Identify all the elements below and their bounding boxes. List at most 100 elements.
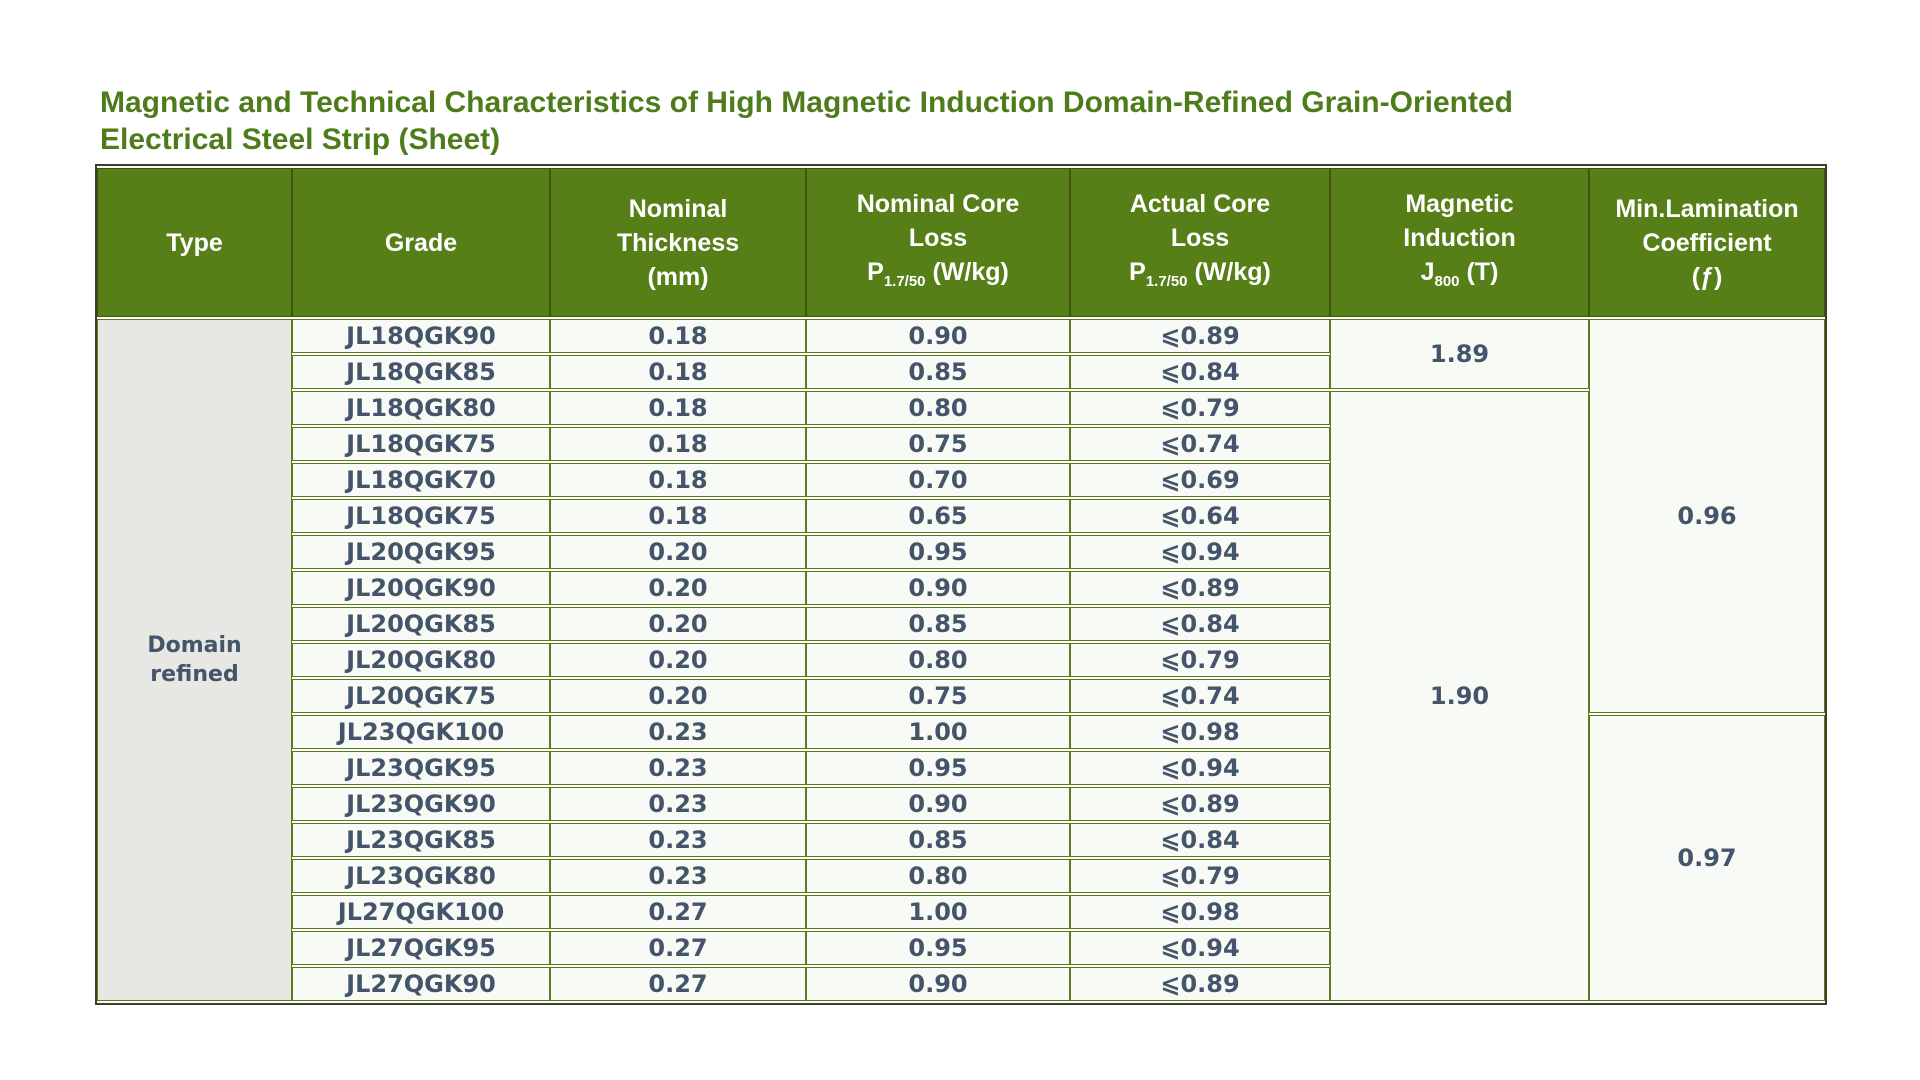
magnetic-induction-cell: 1.90: [1330, 391, 1589, 1001]
table-row: JL20QGK95 0.20 0.95 ⩽0.94: [97, 535, 1825, 569]
grade-cell: JL27QGK95: [292, 931, 550, 965]
page-title-line2: Electrical Steel Strip (Sheet): [100, 123, 501, 156]
actual-core-loss-cell: ⩽0.94: [1070, 931, 1330, 965]
nominal-core-loss-cell: 0.75: [806, 679, 1070, 713]
nominal-core-loss-cell: 0.70: [806, 463, 1070, 497]
magnetic-induction-cell: 1.89: [1330, 319, 1589, 389]
actual-core-loss-cell: ⩽0.79: [1070, 859, 1330, 893]
nominal-core-loss-cell: 0.85: [806, 355, 1070, 389]
grade-cell: JL23QGK90: [292, 787, 550, 821]
nominal-core-loss-cell: 0.90: [806, 319, 1070, 353]
thickness-cell: 0.18: [550, 319, 806, 353]
nominal-core-loss-cell: 0.85: [806, 607, 1070, 641]
subscript: 800: [1434, 272, 1460, 290]
type-cell: Domain refined: [97, 319, 292, 1001]
grade-cell: JL20QGK95: [292, 535, 550, 569]
actual-core-loss-cell: ⩽0.84: [1070, 355, 1330, 389]
thickness-cell: 0.23: [550, 823, 806, 857]
grade-cell: JL23QGK100: [292, 715, 550, 749]
nominal-core-loss-cell: 0.65: [806, 499, 1070, 533]
table-row: JL27QGK90 0.27 0.90 ⩽0.89: [97, 967, 1825, 1001]
thickness-cell: 0.23: [550, 751, 806, 785]
table-header: Type Grade Nominal Thickness (mm) Nomina…: [97, 168, 1825, 317]
header-row: Type Grade Nominal Thickness (mm) Nomina…: [97, 168, 1825, 317]
nominal-core-loss-cell: 0.95: [806, 751, 1070, 785]
col-header-grade: Grade: [292, 168, 550, 317]
nominal-core-loss-cell: 0.80: [806, 643, 1070, 677]
thickness-cell: 0.20: [550, 535, 806, 569]
actual-core-loss-cell: ⩽0.94: [1070, 535, 1330, 569]
thickness-cell: 0.20: [550, 643, 806, 677]
actual-core-loss-cell: ⩽0.94: [1070, 751, 1330, 785]
thickness-cell: 0.18: [550, 463, 806, 497]
grade-cell: JL20QGK90: [292, 571, 550, 605]
steel-characteristics-table: Type Grade Nominal Thickness (mm) Nomina…: [95, 164, 1827, 1005]
nominal-core-loss-cell: 0.90: [806, 787, 1070, 821]
actual-core-loss-cell: ⩽0.89: [1070, 319, 1330, 353]
col-header-actual-core-loss: Actual Core Loss P1.7/50 (W/kg): [1070, 168, 1330, 317]
table-row: JL23QGK100 0.23 1.00 ⩽0.98 0.97: [97, 715, 1825, 1001]
thickness-cell: 0.27: [550, 931, 806, 965]
thickness-cell: 0.20: [550, 679, 806, 713]
table-row: JL20QGK75 0.20 0.75 ⩽0.74: [97, 679, 1825, 713]
grade-cell: JL18QGK80: [292, 391, 550, 425]
actual-core-loss-cell: ⩽0.89: [1070, 571, 1330, 605]
type-cell-line: Domain: [147, 633, 242, 658]
thickness-cell: 0.23: [550, 787, 806, 821]
grade-cell: JL23QGK85: [292, 823, 550, 857]
actual-core-loss-cell: ⩽0.84: [1070, 823, 1330, 857]
col-header-type: Type: [97, 168, 292, 317]
actual-core-loss-cell: ⩽0.74: [1070, 427, 1330, 461]
thickness-cell: 0.23: [550, 859, 806, 893]
nominal-core-loss-cell: 0.75: [806, 427, 1070, 461]
table-row: JL23QGK95 0.23 0.95 ⩽0.94: [97, 751, 1825, 785]
col-header-lamination-coefficient: Min.Lamination Coefficient (ƒ): [1589, 168, 1825, 317]
grade-cell: JL20QGK75: [292, 679, 550, 713]
table-row: JL23QGK80 0.23 0.80 ⩽0.79: [97, 859, 1825, 893]
actual-core-loss-cell: ⩽0.74: [1070, 679, 1330, 713]
nominal-core-loss-cell: 1.00: [806, 715, 1070, 749]
nominal-core-loss-cell: 0.90: [806, 571, 1070, 605]
page-title: Magnetic and Technical Characteristics o…: [100, 84, 1860, 158]
actual-core-loss-cell: ⩽0.89: [1070, 787, 1330, 821]
grade-cell: JL27QGK90: [292, 967, 550, 1001]
grade-cell: JL23QGK95: [292, 751, 550, 785]
actual-core-loss-cell: ⩽0.98: [1070, 895, 1330, 929]
table-row: JL23QGK85 0.23 0.85 ⩽0.84: [97, 823, 1825, 857]
table-row: JL18QGK75 0.18 0.65 ⩽0.64: [97, 499, 1825, 533]
col-header-nominal-thickness: Nominal Thickness (mm): [550, 168, 806, 317]
subscript: 1.7/50: [1145, 272, 1188, 290]
nominal-core-loss-cell: 0.95: [806, 931, 1070, 965]
table-row: JL27QGK100 0.27 1.00 ⩽0.98: [97, 895, 1825, 929]
table-row: JL18QGK85 0.18 0.85 ⩽0.84: [97, 355, 1825, 389]
thickness-cell: 0.27: [550, 967, 806, 1001]
nominal-core-loss-cell: 0.95: [806, 535, 1070, 569]
table-row: JL18QGK75 0.18 0.75 ⩽0.74: [97, 427, 1825, 461]
actual-core-loss-cell: ⩽0.69: [1070, 463, 1330, 497]
actual-core-loss-cell: ⩽0.84: [1070, 607, 1330, 641]
nominal-core-loss-cell: 0.85: [806, 823, 1070, 857]
thickness-cell: 0.23: [550, 715, 806, 749]
nominal-core-loss-cell: 0.90: [806, 967, 1070, 1001]
page-title-line1: Magnetic and Technical Characteristics o…: [100, 86, 1513, 119]
type-cell-line: refined: [150, 662, 239, 687]
subscript: 1.7/50: [883, 272, 926, 290]
col-header-magnetic-induction: Magnetic Induction J800 (T): [1330, 168, 1589, 317]
grade-cell: JL18QGK75: [292, 499, 550, 533]
grade-cell: JL18QGK75: [292, 427, 550, 461]
lamination-coefficient-cell: 0.97: [1589, 715, 1825, 1001]
col-header-nominal-core-loss: Nominal Core Loss P1.7/50 (W/kg): [806, 168, 1070, 317]
thickness-cell: 0.18: [550, 355, 806, 389]
grade-cell: JL18QGK70: [292, 463, 550, 497]
actual-core-loss-cell: ⩽0.79: [1070, 391, 1330, 425]
actual-core-loss-cell: ⩽0.89: [1070, 967, 1330, 1001]
table-body: Domain refined JL18QGK90 0.18 0.90 ⩽0.89 1.89 0…: [97, 319, 1825, 1001]
nominal-core-loss-cell: 0.80: [806, 391, 1070, 425]
table-row: JL20QGK80 0.20 0.80 ⩽0.79: [97, 643, 1825, 677]
thickness-cell: 0.20: [550, 571, 806, 605]
nominal-core-loss-cell: 1.00: [806, 895, 1070, 929]
table-row: Domain refined JL18QGK90 0.18 0.90 ⩽0.89 1.89 0…: [97, 319, 1825, 1001]
thickness-cell: 0.18: [550, 499, 806, 533]
actual-core-loss-cell: ⩽0.79: [1070, 643, 1330, 677]
